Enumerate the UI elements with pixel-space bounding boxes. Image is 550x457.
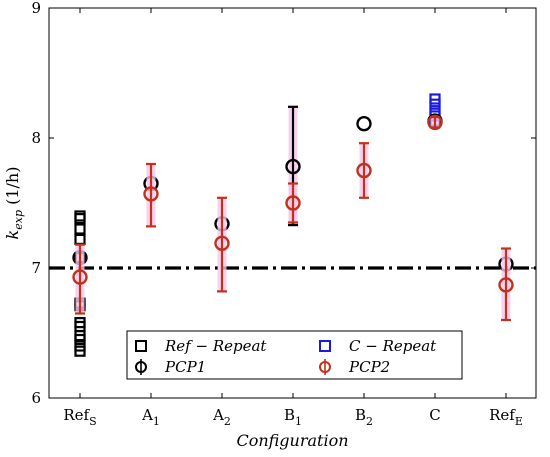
plot-area xyxy=(49,93,536,357)
legend-entry-0-marker xyxy=(135,340,147,352)
x-axis-label: Configuration xyxy=(236,431,348,450)
x-tick-label-0: RefS xyxy=(63,406,96,428)
pcp2-point-1 xyxy=(143,186,159,202)
y-tick-label-0: 6 xyxy=(31,389,41,407)
x-tick-label-4: B2 xyxy=(355,406,373,428)
ref-repeat-point-12 xyxy=(74,345,86,357)
pcp2-point-2 xyxy=(214,235,230,252)
ref-repeat-point-1 xyxy=(74,213,86,225)
axes: 6 7 8 9 RefS A1 A2 B1 B2 C RefE Configuration kexp (… xyxy=(3,0,537,450)
y-axis-label: kexp (1/h) xyxy=(3,167,25,240)
pcp2-point-3 xyxy=(285,195,301,211)
legend-box xyxy=(126,330,463,380)
ref-repeat-point-3 xyxy=(74,233,86,245)
y-tick-label-1: 7 xyxy=(31,259,41,277)
legend-entry-3-marker xyxy=(319,361,331,373)
pcp1-point-3 xyxy=(285,158,301,175)
pcp2-point-0 xyxy=(72,269,88,285)
legend-entry-2-marker xyxy=(135,361,147,373)
pcp2-point-5 xyxy=(427,114,443,131)
x-tick-label-6: RefE xyxy=(489,406,523,428)
legend-entry-3-label: PCP2 xyxy=(348,358,390,376)
y-tick-label-2: 8 xyxy=(31,129,41,147)
ref-repeat-point-0 xyxy=(74,210,86,222)
x-tick-label-3: B1 xyxy=(284,406,302,428)
legend: Ref − Repeat C − Repeat PCP1 PCP2 xyxy=(126,330,463,380)
ref-repeat-point-2 xyxy=(74,223,86,235)
x-tick-label-5: C xyxy=(429,406,440,424)
x-tick-label-1: A1 xyxy=(141,406,160,428)
ref-repeat-point-10 xyxy=(74,333,86,346)
legend-entry-1-marker xyxy=(319,340,331,352)
legend-entry-1-label: C − Repeat xyxy=(349,337,437,355)
x-tick-label-2: A2 xyxy=(212,406,231,428)
legend-entry-2-label: PCP1 xyxy=(164,358,206,376)
y-tick-label-3: 9 xyxy=(31,0,41,17)
pcp1-point-4 xyxy=(356,115,372,132)
pcp2-point-4 xyxy=(356,162,372,179)
legend-entry-0-label: Ref − Repeat xyxy=(164,337,267,355)
pcp2-point-6 xyxy=(498,277,514,293)
c-repeat-point-1 xyxy=(429,98,441,110)
